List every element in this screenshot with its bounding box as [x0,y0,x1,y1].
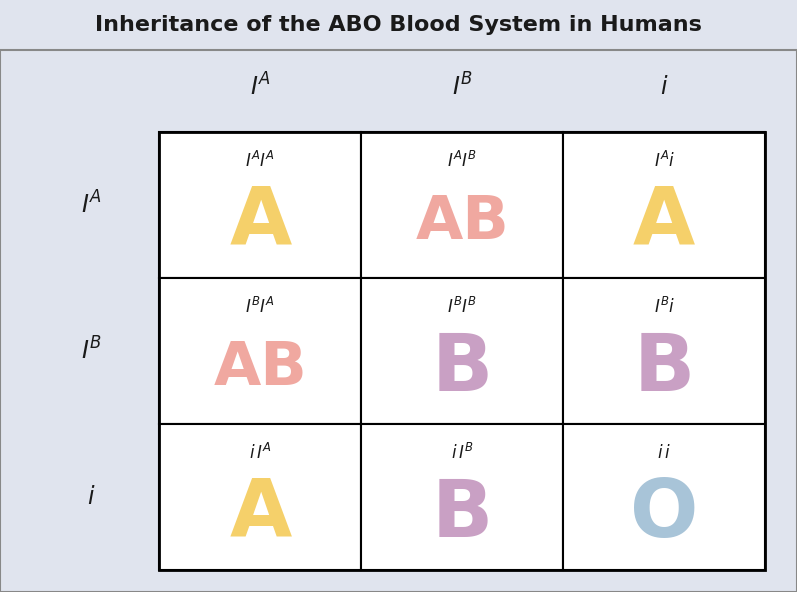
Bar [159,424,361,570]
Text: $\mathit{i}\,\mathit{I}^B$: $\mathit{i}\,\mathit{I}^B$ [451,443,473,464]
Text: $\mathit{I}^B$: $\mathit{I}^B$ [81,337,102,365]
Text: O: O [630,476,698,554]
Text: AB: AB [214,339,307,398]
Bar [361,131,563,278]
Text: $\mathit{i}$: $\mathit{i}$ [88,485,96,509]
Bar [563,424,765,570]
Text: $\mathit{I}^A\mathit{I}^A$: $\mathit{I}^A\mathit{I}^A$ [245,151,275,171]
Bar [159,278,361,424]
Text: $\mathit{I}^A\mathit{i}$: $\mathit{I}^A\mathit{i}$ [654,151,675,171]
Text: $\mathit{I}^B\mathit{I}^A$: $\mathit{I}^B\mathit{I}^A$ [245,297,275,317]
Text: $\mathit{i}\,\mathit{I}^A$: $\mathit{i}\,\mathit{I}^A$ [249,443,272,464]
Text: $\mathit{I}^A$: $\mathit{I}^A$ [81,191,102,218]
Text: $\mathit{i}\,\mathit{i}$: $\mathit{i}\,\mathit{i}$ [658,445,671,462]
Text: $\mathit{I}^A\mathit{I}^B$: $\mathit{I}^A\mathit{I}^B$ [447,151,477,171]
Bar [159,131,361,278]
Bar [159,131,765,570]
Text: $\mathit{I}^B\mathit{I}^B$: $\mathit{I}^B\mathit{I}^B$ [447,297,477,317]
Bar [361,424,563,570]
Text: $\mathit{I}^B\mathit{i}$: $\mathit{I}^B\mathit{i}$ [654,297,675,317]
Bar [563,278,765,424]
Text: A: A [230,476,292,554]
Text: A: A [230,184,292,261]
Text: AB: AB [415,193,509,252]
Text: $\mathit{I}^A$: $\mathit{I}^A$ [250,73,271,101]
Text: B: B [634,330,695,407]
Bar [563,131,765,278]
Text: Inheritance of the ABO Blood System in Humans: Inheritance of the ABO Blood System in H… [95,15,702,35]
Text: B: B [432,476,493,554]
Text: B: B [432,330,493,407]
Text: $\mathit{i}$: $\mathit{i}$ [660,75,669,99]
Text: $\mathit{I}^B$: $\mathit{I}^B$ [452,73,473,101]
Text: A: A [633,184,695,261]
Bar [361,278,563,424]
